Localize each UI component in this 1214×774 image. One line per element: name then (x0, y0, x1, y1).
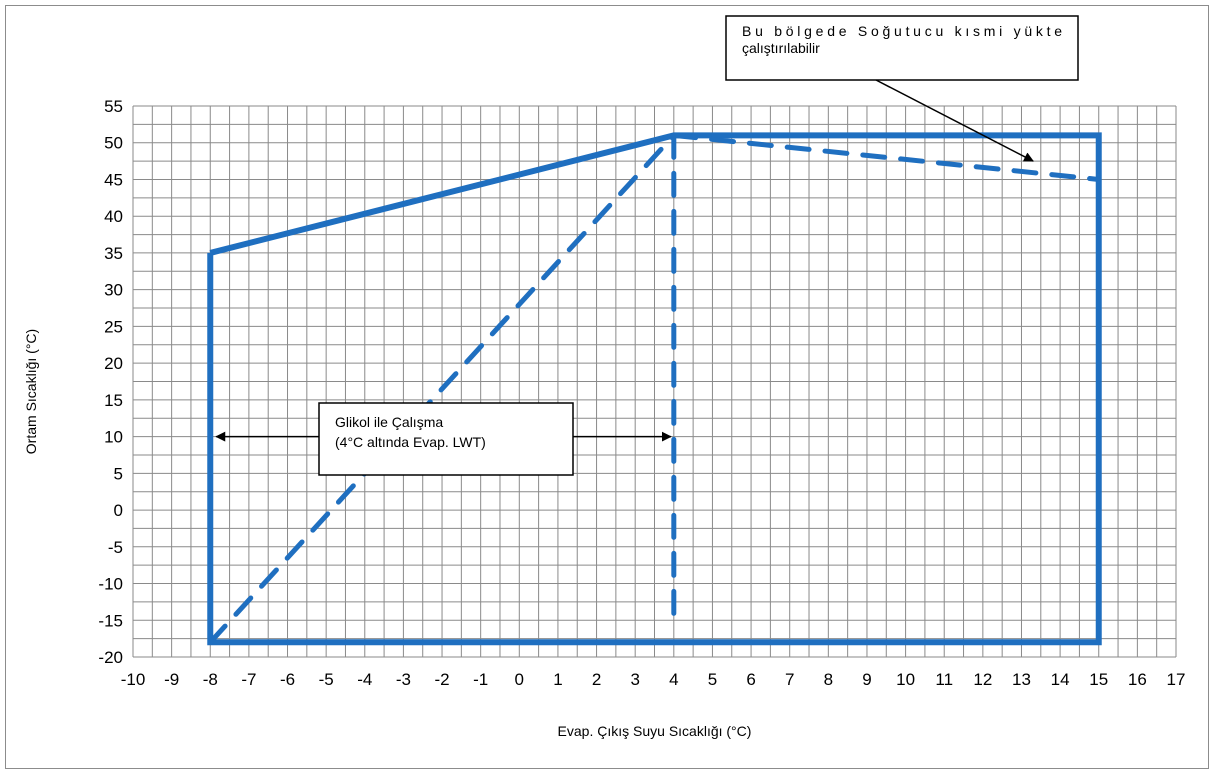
x-tick-label: 13 (1012, 670, 1031, 689)
y-tick-label: 10 (104, 428, 123, 447)
annotation-arrow (875, 79, 1034, 162)
y-tick-label: 45 (104, 170, 123, 189)
annotations: Bu bölgede Soğutucu kısmi yükteçalıştırı… (215, 15, 1079, 476)
y-tick-label: 20 (104, 354, 123, 373)
y-tick-label: 35 (104, 244, 123, 263)
annotation-text: (4°C altında Evap. LWT) (335, 434, 486, 450)
tick-labels: -10 -9 -8 -7 -6 -5 -4 -3 -2 -1 0 1 2 3 4 5 6 7 8 9 10 11 12 13 1… (98, 97, 1185, 689)
x-axis-title: Evap. Çıkış Suyu Sıcaklığı (°C) (558, 723, 752, 739)
x-tick-label: -3 (396, 670, 411, 689)
x-tick-label: 16 (1128, 670, 1147, 689)
annotation-text: Glikol ile Çalışma (335, 414, 443, 430)
series (207, 132, 1102, 646)
y-tick-label: -10 (98, 575, 123, 594)
y-tick-label: 40 (104, 207, 123, 226)
y-tick-label: 15 (104, 391, 123, 410)
x-tick-label: -10 (121, 670, 146, 689)
x-tick-label: 15 (1089, 670, 1108, 689)
grid (132, 105, 1177, 658)
x-tick-label: 3 (630, 670, 639, 689)
x-tick-label: -2 (434, 670, 449, 689)
x-tick-label: -7 (241, 670, 256, 689)
dashed-boundary-line (207, 132, 677, 645)
y-tick-label: 55 (104, 97, 123, 116)
x-tick-label: 7 (785, 670, 794, 689)
x-tick-label: 8 (824, 670, 833, 689)
x-tick-label: 5 (708, 670, 717, 689)
x-tick-label: 1 (553, 670, 562, 689)
chart-frame: -10 -9 -8 -7 -6 -5 -4 -3 -2 -1 0 1 2 3 4 5 6 7 8 9 10 11 12 13 1… (5, 5, 1209, 769)
x-tick-label: 6 (746, 670, 755, 689)
y-tick-label: 25 (104, 317, 123, 336)
x-tick-label: -8 (203, 670, 218, 689)
annotation-text: çalıştırılabilir (742, 40, 820, 56)
annotation-box (725, 15, 1079, 81)
y-tick-label: -20 (98, 648, 123, 667)
x-tick-label: 11 (935, 670, 953, 689)
x-tick-label: -6 (280, 670, 295, 689)
y-tick-label: -5 (108, 538, 123, 557)
x-tick-label: 2 (592, 670, 601, 689)
x-tick-label: -4 (357, 670, 372, 689)
x-tick-label: 17 (1167, 670, 1186, 689)
y-axis-title: Ortam Sıcaklığı (°C) (23, 329, 39, 454)
x-tick-label: 4 (669, 670, 678, 689)
x-tick-label: -5 (319, 670, 334, 689)
y-tick-label: 0 (114, 501, 123, 520)
envelope-boundary-line (207, 132, 1102, 646)
x-tick-label: 10 (896, 670, 915, 689)
x-tick-label: 12 (973, 670, 992, 689)
y-tick-label: -15 (98, 611, 123, 630)
x-tick-label: 0 (515, 670, 524, 689)
y-tick-label: 30 (104, 281, 123, 300)
annotation-box (318, 402, 574, 476)
x-tick-label: -9 (164, 670, 179, 689)
x-tick-label: -1 (473, 670, 488, 689)
x-tick-label: 9 (862, 670, 871, 689)
operating-envelope-chart: -10 -9 -8 -7 -6 -5 -4 -3 -2 -1 0 1 2 3 4 5 6 7 8 9 10 11 12 13 1… (23, 15, 1185, 739)
x-tick-label: 14 (1051, 670, 1070, 689)
y-tick-label: 50 (104, 134, 123, 153)
dashed-boundary-line (671, 132, 1102, 182)
y-tick-label: 5 (114, 464, 123, 483)
